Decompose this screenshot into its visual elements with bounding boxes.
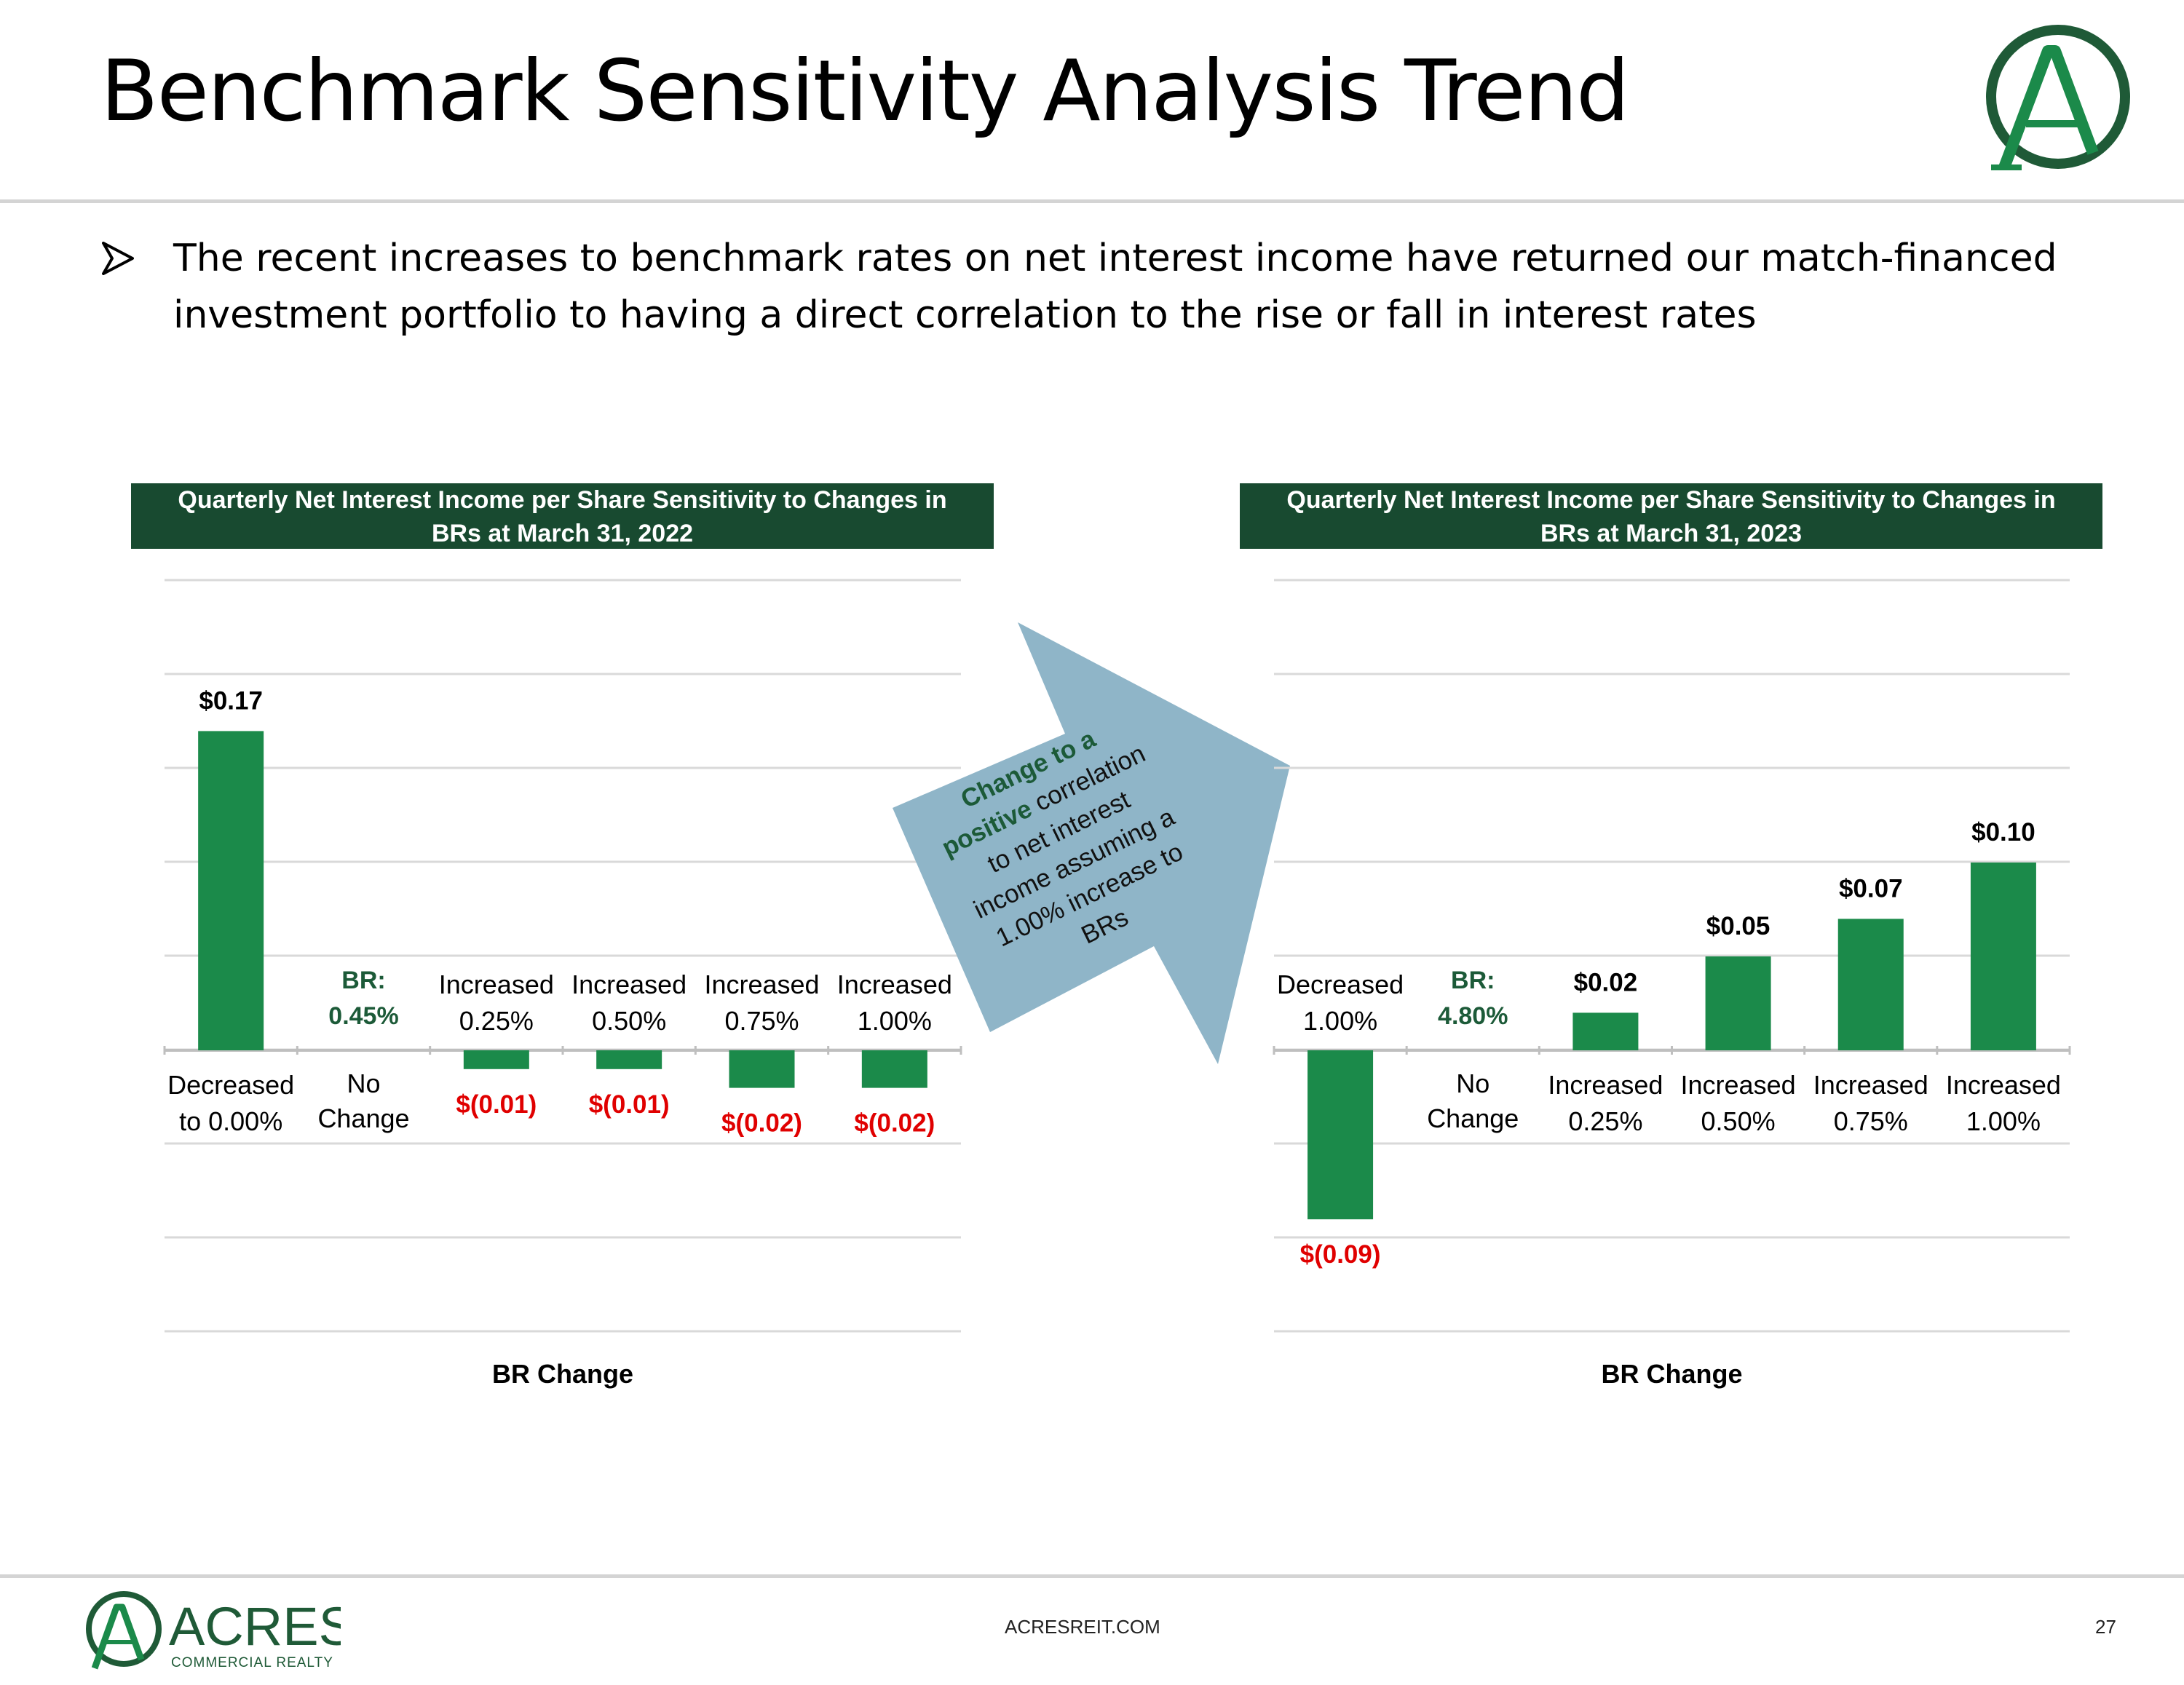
data-label: $0.10	[1971, 818, 2035, 847]
category-label: 1.00%	[1966, 1106, 2041, 1136]
footer-logo-sub: COMMERCIAL REALTY	[171, 1655, 333, 1670]
acres-logo-icon	[1986, 25, 2130, 170]
category-label: Increased	[1813, 1070, 1928, 1100]
chart-title-2023: Quarterly Net Interest Income per Share …	[1240, 483, 2102, 549]
bar	[198, 731, 264, 1050]
footer-divider	[0, 1574, 2184, 1578]
category-label: 0.25%	[1568, 1106, 1642, 1136]
chart-2022: Decreased to 0.00% $0.17 BR: 0.45% No Change In…	[163, 579, 962, 1389]
data-label: $(0.02)	[854, 1109, 935, 1138]
bar	[596, 1050, 662, 1069]
arrow-bullet-icon	[102, 242, 134, 275]
category-label: Change	[317, 1103, 409, 1133]
category-label: Increased	[704, 970, 819, 999]
baseline-label: 0.45%	[328, 1002, 398, 1030]
category-label: Increased	[1946, 1070, 2061, 1100]
x-axis-title: BR Change	[1601, 1359, 1742, 1389]
page-number: 27	[2095, 1616, 2116, 1638]
category-label: No	[347, 1069, 380, 1098]
category-label: Change	[1427, 1103, 1519, 1133]
category-label: 0.75%	[1834, 1106, 1908, 1136]
category-label: 0.50%	[1701, 1106, 1776, 1136]
category-label: 0.75%	[724, 1006, 799, 1036]
baseline-label: BR:	[341, 967, 385, 994]
category-label: 0.25%	[459, 1006, 534, 1036]
category-label: Increased	[1548, 1070, 1663, 1100]
chart-2023: Decreased 1.00% $(0.09) BR: 4.80% No Change Inc…	[1273, 579, 2071, 1389]
bar	[1837, 919, 1904, 1050]
data-label: $0.02	[1574, 968, 1638, 996]
category-label: Increased	[837, 970, 952, 999]
data-label: $0.05	[1706, 912, 1770, 940]
page-title: Benchmark Sensitivity Analysis Trend	[100, 42, 1630, 140]
footer-website[interactable]: ACRESREIT.COM	[1005, 1616, 1160, 1638]
bullet-text: The recent increases to benchmark rates …	[173, 237, 2057, 337]
category-label: No	[1456, 1069, 1489, 1098]
category-label: Decreased	[1277, 970, 1404, 999]
data-label: $(0.01)	[589, 1090, 670, 1119]
footer-logo-word: ACRES	[169, 1596, 341, 1657]
category-label: Increased	[439, 970, 554, 999]
bar	[1970, 863, 2036, 1050]
data-label: $0.17	[199, 686, 263, 715]
bar	[1572, 1012, 1639, 1050]
header-divider	[0, 199, 2184, 203]
data-label: $0.07	[1839, 874, 1903, 903]
category-label: to 0.00%	[179, 1106, 282, 1136]
callout-arrow-shape	[893, 622, 1290, 1064]
bar	[1307, 1050, 1374, 1220]
category-label: Increased	[571, 970, 687, 999]
baseline-label: 4.80%	[1438, 1002, 1508, 1030]
acres-footer-logo-icon	[86, 1591, 162, 1670]
bar	[861, 1050, 927, 1088]
category-label: Decreased	[167, 1070, 294, 1100]
baseline-label: BR:	[1451, 967, 1495, 994]
x-axis-title: BR Change	[492, 1359, 633, 1389]
category-label: 1.00%	[858, 1006, 932, 1036]
bar	[729, 1050, 795, 1088]
chart-title-2022: Quarterly Net Interest Income per Share …	[131, 483, 994, 549]
footer-logo: ACRES COMMERCIAL REALTY	[86, 1591, 341, 1670]
bar	[1705, 956, 1771, 1050]
category-label: Increased	[1681, 1070, 1796, 1100]
bar	[463, 1050, 529, 1069]
data-label: $(0.09)	[1300, 1240, 1381, 1269]
category-label: 1.00%	[1303, 1006, 1377, 1036]
data-label: $(0.02)	[721, 1109, 802, 1138]
data-label: $(0.01)	[456, 1090, 537, 1119]
category-label: 0.50%	[592, 1006, 666, 1036]
